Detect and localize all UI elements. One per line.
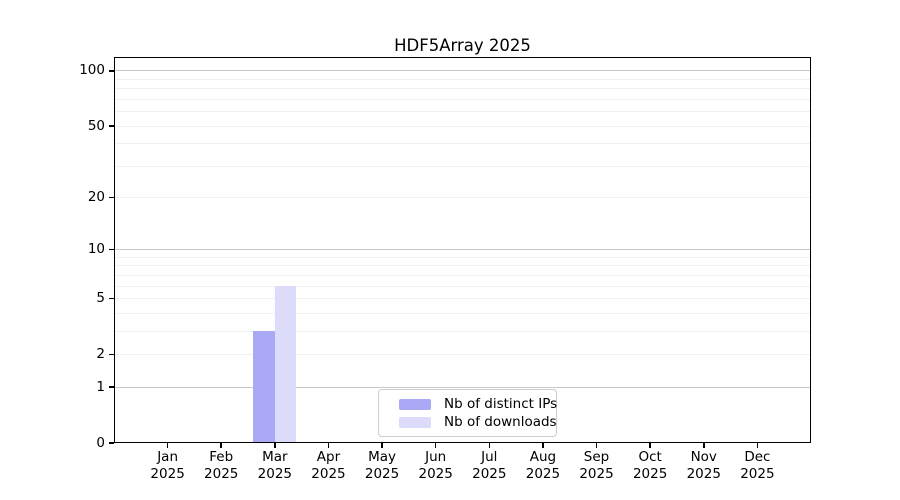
x-axis-label-line: Mar (262, 449, 288, 465)
legend-item-distinct-ips: Nb of distinct IPs (379, 395, 558, 413)
gridline-minor-2 (115, 353, 810, 355)
x-axis-label-nov-2025: Nov 2025 (676, 449, 732, 483)
gridline-minor-8 (115, 265, 810, 267)
gridline-minor-3 (115, 330, 810, 332)
gridline-minor-30 (115, 165, 810, 167)
gridline-minor-20 (115, 197, 810, 199)
y-axis-label-5: 5 (96, 290, 105, 307)
gridline-minor-70 (115, 98, 810, 100)
x-axis-label-jun-2025: Jun 2025 (408, 449, 464, 483)
x-axis-label-line: 2025 (632, 466, 668, 482)
x-axis-label-apr-2025: Apr 2025 (300, 449, 356, 483)
y-axis-tick-2 (109, 353, 114, 356)
gridline-major-10 (115, 249, 810, 251)
x-axis-label-sep-2025: Sep 2025 (569, 449, 625, 483)
x-axis-label-line: Nov (690, 449, 717, 465)
x-axis-label-line: 2025 (311, 466, 346, 482)
x-axis-label-line: 2025 (257, 466, 293, 482)
x-axis-label-line: 2025 (364, 466, 400, 482)
gridline-minor-50 (115, 125, 810, 127)
x-axis-label-dec-2025: Dec 2025 (729, 449, 785, 483)
legend-item-downloads: Nb of downloads (379, 413, 557, 431)
x-axis-label-line: Jun (425, 449, 447, 465)
x-axis-label-oct-2025: Oct 2025 (622, 449, 678, 483)
x-axis-label-line: Aug (529, 449, 557, 465)
x-axis-tick-apr-2025 (327, 443, 330, 448)
y-axis-tick-20 (109, 196, 114, 199)
y-axis-tick-1 (109, 386, 114, 388)
x-axis-label-line: 2025 (418, 466, 453, 482)
gridline-minor-6 (115, 285, 810, 287)
y-axis-tick-100 (109, 70, 114, 72)
x-axis-label-line: 2025 (150, 466, 185, 482)
y-axis-label-20: 20 (87, 189, 105, 206)
x-axis-label-line: 2025 (525, 466, 561, 482)
y-axis-tick-10 (109, 248, 114, 251)
x-axis-tick-mar-2025 (274, 443, 276, 448)
x-axis-label-line: 2025 (579, 466, 614, 482)
x-axis-label-line: May (368, 449, 397, 465)
x-axis-label-line: Jul (481, 449, 498, 465)
legend-box: Nb of distinct IPs Nb of downloads (378, 389, 557, 437)
x-axis-label-feb-2025: Feb 2025 (193, 449, 249, 483)
x-axis-tick-may-2025 (381, 443, 383, 448)
y-axis-label-50: 50 (87, 117, 105, 134)
y-axis-tick-0 (109, 442, 114, 444)
gridline-minor-9 (115, 256, 810, 258)
gridline-minor-7 (115, 274, 810, 276)
gridline-major-100 (115, 70, 810, 72)
y-axis-label-2: 2 (96, 345, 105, 362)
x-axis-label-line: 2025 (740, 466, 775, 482)
y-axis-label-1: 1 (96, 378, 105, 395)
x-axis-label-jul-2025: Jul 2025 (461, 449, 517, 483)
gridline-minor-80 (115, 88, 810, 90)
gridline-minor-5 (115, 298, 810, 300)
x-axis-label-may-2025: May 2025 (354, 449, 410, 483)
x-axis-tick-dec-2025 (756, 443, 759, 448)
x-axis-tick-jun-2025 (434, 443, 437, 448)
y-axis-tick-5 (109, 297, 114, 300)
bar-nb-of-distinct-ips-mar-2025 (253, 331, 275, 443)
gridline-major-1 (115, 386, 810, 388)
x-axis-label-line: 2025 (686, 466, 721, 482)
x-axis-label-line: Feb (209, 449, 234, 465)
bar-nb-of-downloads-mar-2025 (274, 286, 297, 443)
gridline-minor-40 (115, 143, 810, 145)
x-axis-tick-jan-2025 (166, 443, 169, 448)
x-axis-tick-feb-2025 (220, 443, 222, 448)
x-axis-label-line: Jan (157, 449, 179, 465)
y-axis-label-100: 100 (79, 62, 105, 79)
gridline-minor-90 (115, 78, 810, 80)
x-axis-tick-sep-2025 (595, 443, 598, 448)
gridline-minor-4 (115, 312, 810, 314)
y-axis-label-0: 0 (96, 434, 105, 451)
x-axis-label-mar-2025: Mar 2025 (247, 449, 303, 483)
legend-label-distinct-ips: Nb of distinct IPs (444, 396, 558, 412)
x-axis-label-jan-2025: Jan 2025 (140, 449, 196, 483)
x-axis-label-aug-2025: Aug 2025 (515, 449, 571, 483)
y-axis-tick-50 (109, 125, 114, 127)
x-axis-label-line: Oct (638, 449, 662, 465)
x-axis-tick-jul-2025 (488, 443, 491, 448)
chart-title: HDF5Array 2025 (394, 36, 531, 55)
x-axis-label-line: 2025 (472, 466, 507, 482)
legend-label-downloads: Nb of downloads (444, 414, 557, 430)
x-axis-label-line: Dec (744, 449, 771, 465)
x-axis-label-line: 2025 (204, 466, 239, 482)
gridline-minor-60 (115, 111, 810, 113)
x-axis-label-line: Apr (316, 449, 341, 465)
y-axis-label-10: 10 (87, 241, 105, 258)
x-axis-tick-aug-2025 (542, 443, 544, 448)
x-axis-label-line: Sep (583, 449, 610, 465)
x-axis-tick-nov-2025 (703, 443, 705, 448)
legend-swatch-distinct-ips (399, 398, 431, 410)
x-axis-tick-oct-2025 (649, 443, 651, 448)
legend-swatch-downloads (399, 416, 431, 428)
